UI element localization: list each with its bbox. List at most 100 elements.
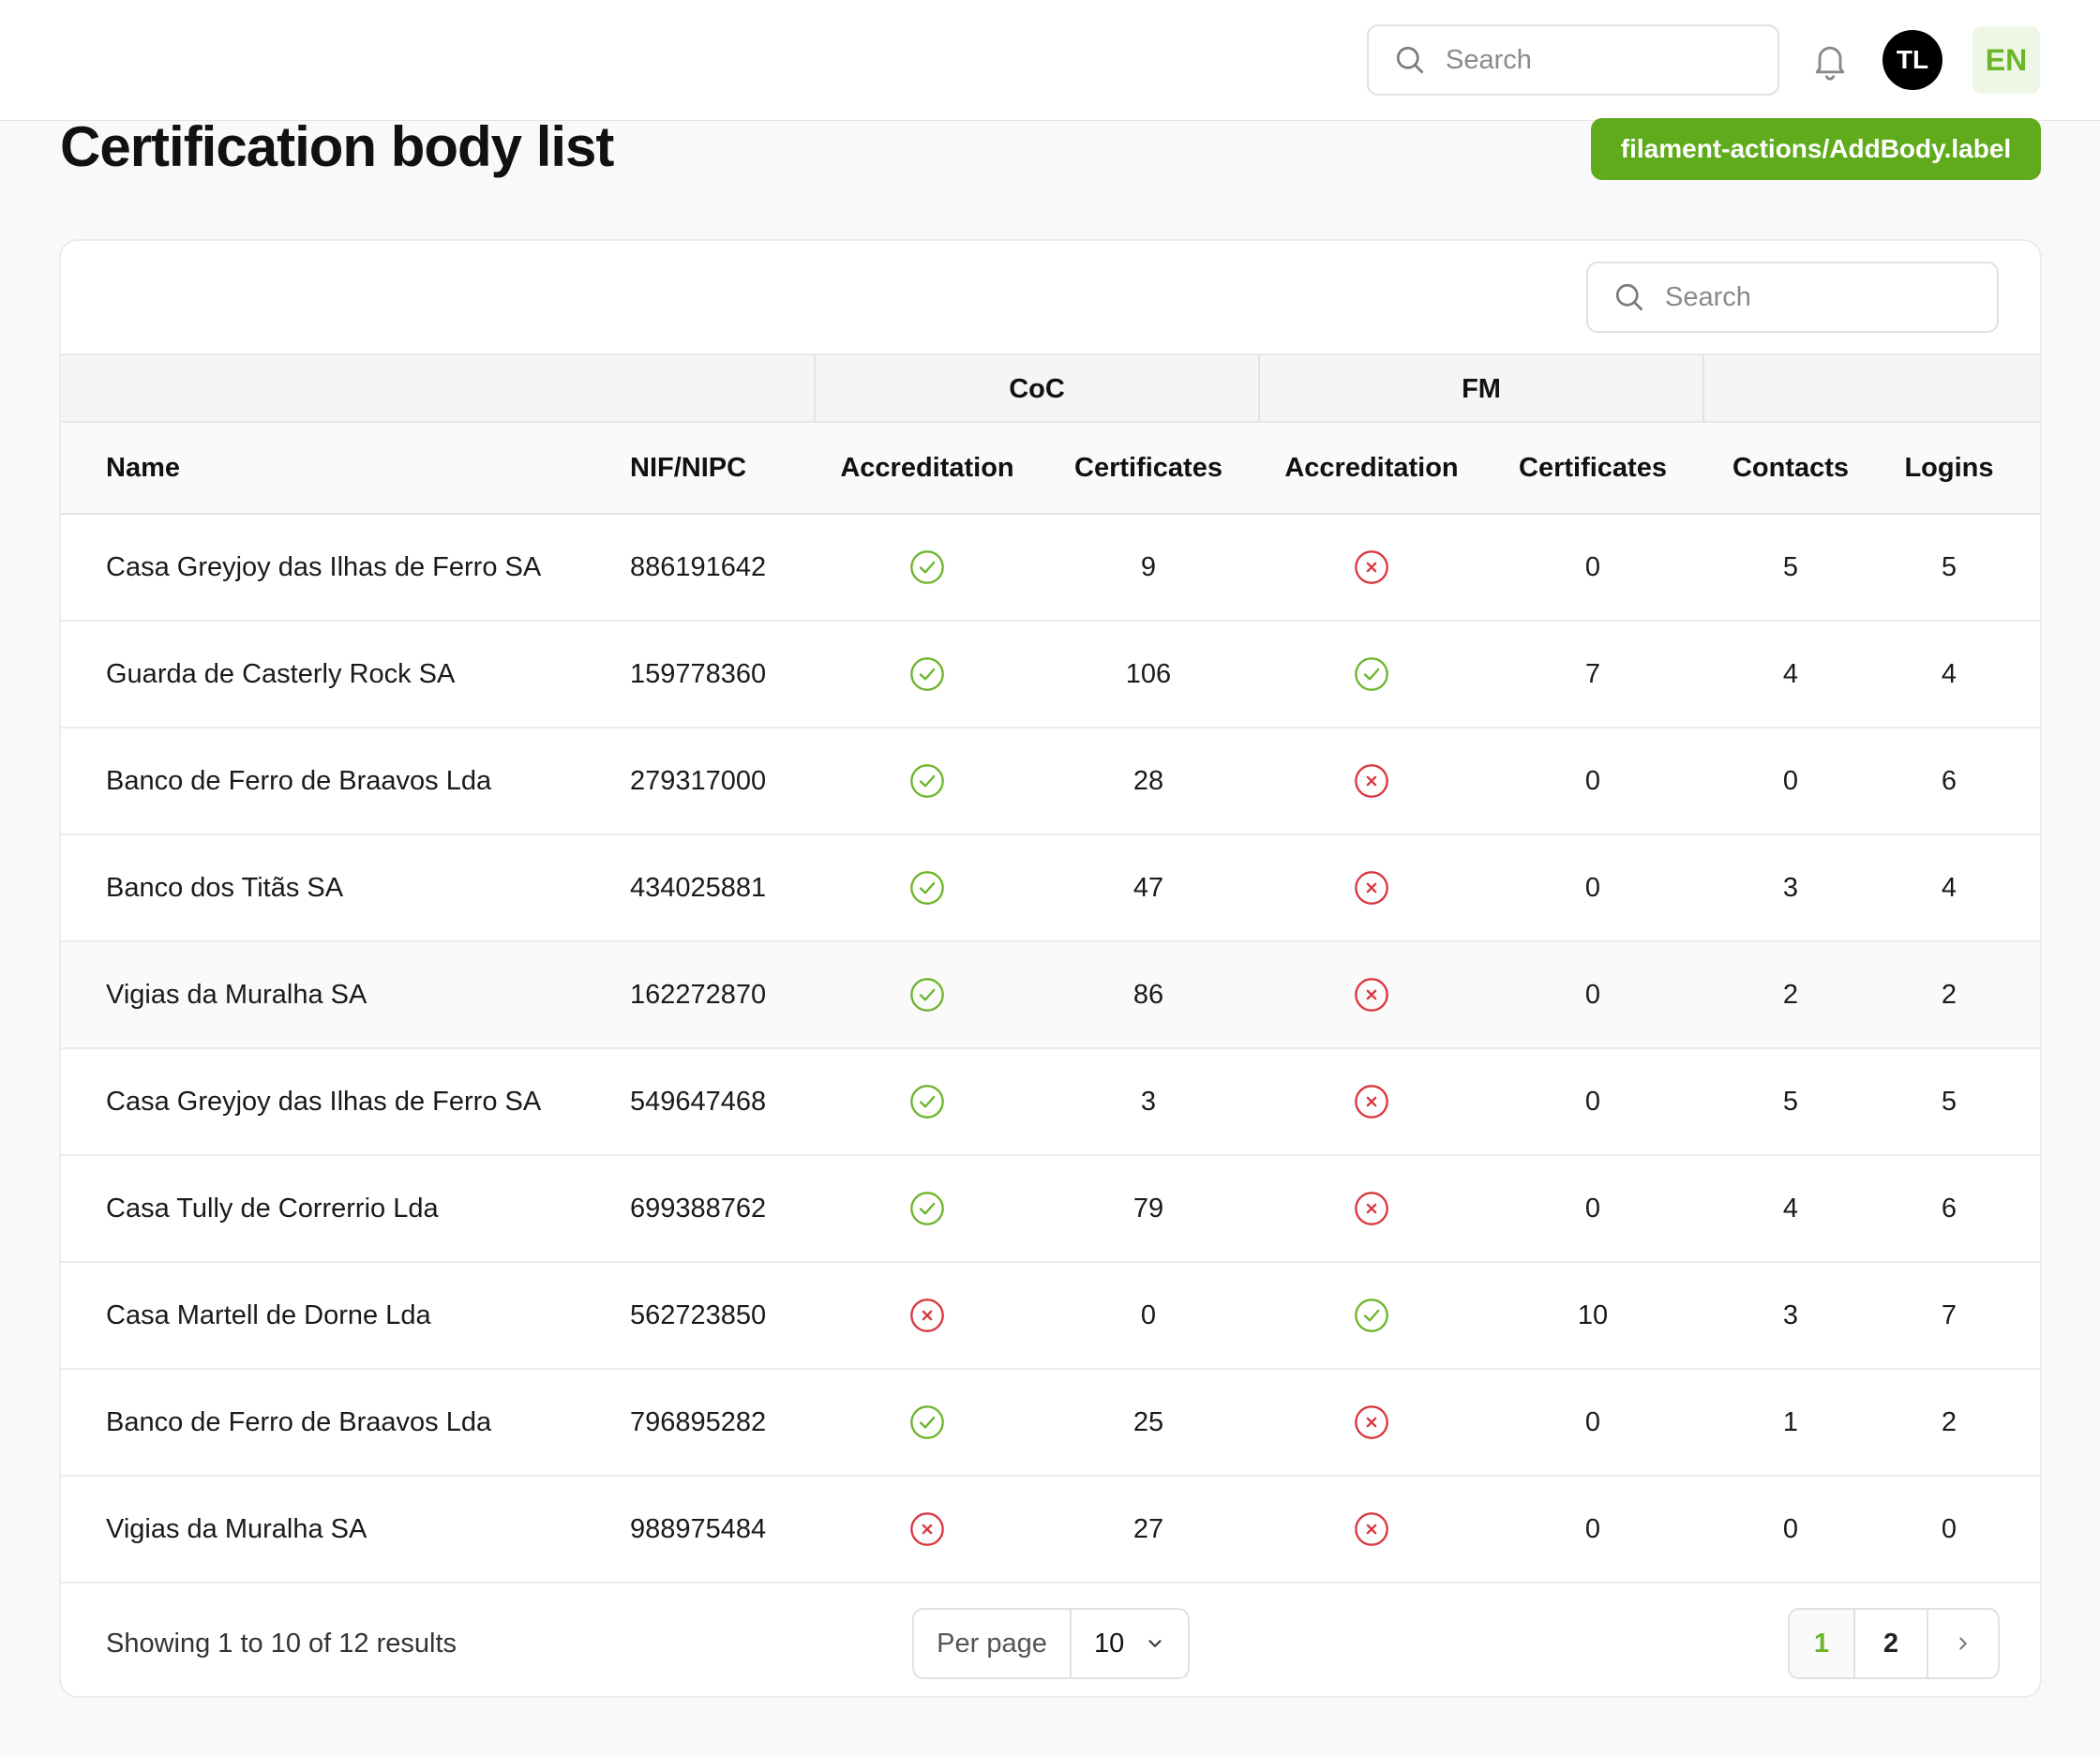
cell-contacts: 1 [1782, 1406, 1799, 1437]
cell-nif: 549647468 [630, 1086, 767, 1117]
table-search[interactable] [1586, 262, 1999, 333]
cell-contacts: 5 [1782, 551, 1799, 582]
cell-coc-acc [816, 1049, 1039, 1154]
cell-coc-cert: 106 [1125, 658, 1172, 689]
cell-coc-acc [816, 1370, 1039, 1475]
cell-coc-cert: 0 [1140, 1299, 1157, 1330]
cell-nif: 562723850 [630, 1299, 767, 1330]
global-search[interactable] [1367, 24, 1779, 96]
per-page-control[interactable]: Per page 10 [912, 1608, 1190, 1679]
table-search-input[interactable] [1665, 281, 1965, 313]
x-circle-icon [1355, 871, 1388, 905]
cell-fm-acc [1260, 622, 1483, 727]
language-switcher[interactable]: EN [1972, 26, 2040, 94]
table-row[interactable]: Casa Greyjoy das Ilhas de Ferro SA 549647… [61, 1049, 2040, 1156]
cell-fm-acc [1260, 1477, 1483, 1582]
cell-fm-cert: 10 [1577, 1299, 1609, 1330]
cell-nif: 988975484 [630, 1513, 767, 1544]
cell-fm-cert: 0 [1584, 1086, 1601, 1117]
per-page-select[interactable]: 10 [1072, 1610, 1188, 1677]
cell-name: Vigias da Muralha SA [106, 979, 368, 1010]
cell-coc-cert: 3 [1140, 1086, 1157, 1117]
add-body-button[interactable]: filament-actions/AddBody.label [1591, 118, 2041, 180]
check-circle-icon [910, 1405, 944, 1439]
cell-contacts: 3 [1782, 1299, 1799, 1330]
cell-contacts: 4 [1782, 1193, 1799, 1224]
cell-fm-cert: 0 [1584, 1193, 1601, 1224]
cell-fm-acc [1260, 1263, 1483, 1368]
column-group-header: CoC FM [61, 353, 2040, 423]
cell-coc-acc [816, 728, 1039, 833]
cell-logins: 6 [1941, 1193, 1958, 1224]
table-row[interactable]: Vigias da Muralha SA 162272870 86 0 2 2 [61, 942, 2040, 1049]
cell-contacts: 2 [1782, 979, 1799, 1010]
group-divider [1702, 355, 1704, 423]
cell-name: Guarda de Casterly Rock SA [106, 658, 456, 689]
check-circle-icon [910, 871, 944, 905]
cell-name: Casa Tully de Correrrio Lda [106, 1193, 439, 1224]
per-page-label: Per page [914, 1610, 1072, 1677]
chevron-down-icon [1148, 1640, 1162, 1647]
column-header-coc-certificates[interactable]: Certificates [1074, 452, 1222, 483]
check-circle-icon [910, 1192, 944, 1225]
table-row[interactable]: Casa Greyjoy das Ilhas de Ferro SA 886191… [61, 515, 2040, 622]
global-search-input[interactable] [1446, 44, 1746, 76]
cell-name: Banco dos Titãs SA [106, 872, 344, 903]
cell-name: Banco de Ferro de Braavos Lda [106, 1406, 492, 1437]
column-header-contacts[interactable]: Contacts [1732, 452, 1850, 483]
cell-coc-acc [816, 1156, 1039, 1261]
column-header-coc-accreditation[interactable]: Accreditation [840, 452, 1014, 483]
cell-name: Banco de Ferro de Braavos Lda [106, 765, 492, 796]
cell-logins: 4 [1941, 872, 1958, 903]
cell-nif: 159778360 [630, 658, 767, 689]
group-divider [814, 355, 816, 423]
cell-contacts: 5 [1782, 1086, 1799, 1117]
cell-coc-cert: 47 [1132, 872, 1164, 903]
cell-fm-acc [1260, 515, 1483, 620]
x-circle-icon [1355, 764, 1388, 798]
cell-coc-acc [816, 622, 1039, 727]
column-header-fm-certificates[interactable]: Certificates [1519, 452, 1667, 483]
table-row[interactable]: Casa Martell de Dorne Lda 562723850 0 10 3 7 [61, 1263, 2040, 1370]
cell-nif: 162272870 [630, 979, 767, 1010]
bell-icon[interactable] [1809, 39, 1851, 81]
column-header-logins[interactable]: Logins [1904, 452, 1994, 483]
cell-fm-cert: 0 [1584, 551, 1601, 582]
cell-fm-acc [1260, 1049, 1483, 1154]
cell-logins: 7 [1941, 1299, 1958, 1330]
cell-fm-acc [1260, 835, 1483, 940]
group-coc: CoC [1009, 373, 1065, 404]
table-row[interactable]: Banco de Ferro de Braavos Lda 796895282 25… [61, 1370, 2040, 1477]
cell-logins: 5 [1941, 1086, 1958, 1117]
cell-coc-acc [816, 515, 1039, 620]
page-1-button[interactable]: 1 [1790, 1610, 1855, 1677]
cell-contacts: 4 [1782, 658, 1799, 689]
column-header-name[interactable]: Name [106, 452, 180, 483]
cell-nif: 279317000 [630, 765, 767, 796]
table-row[interactable]: Vigias da Muralha SA 988975484 27 0 0 0 [61, 1477, 2040, 1584]
table-row[interactable]: Casa Tully de Correrrio Lda 699388762 79 0 4… [61, 1156, 2040, 1263]
column-header-fm-accreditation[interactable]: Accreditation [1284, 452, 1459, 483]
page-2-button[interactable]: 2 [1855, 1610, 1928, 1677]
cell-name: Casa Greyjoy das Ilhas de Ferro SA [106, 551, 542, 582]
next-page-button[interactable] [1928, 1610, 1998, 1677]
column-header-nif[interactable]: NIF/NIPC [630, 452, 747, 483]
user-avatar[interactable]: TL [1882, 30, 1942, 90]
check-circle-icon [910, 978, 944, 1012]
table-row[interactable]: Banco dos Titãs SA 434025881 47 0 3 4 [61, 835, 2040, 942]
cell-coc-acc [816, 835, 1039, 940]
cell-fm-cert: 0 [1584, 1406, 1601, 1437]
cell-logins: 6 [1941, 765, 1958, 796]
check-circle-icon [910, 657, 944, 691]
check-circle-icon [910, 1085, 944, 1119]
group-fm: FM [1462, 373, 1501, 404]
cell-coc-cert: 28 [1132, 765, 1164, 796]
page-title: Certification body list [60, 115, 614, 178]
cell-nif: 796895282 [630, 1406, 767, 1437]
chevron-right-icon [1959, 1637, 1967, 1650]
cell-nif: 886191642 [630, 551, 767, 582]
cell-coc-cert: 27 [1132, 1513, 1164, 1544]
table-row[interactable]: Banco de Ferro de Braavos Lda 279317000 28… [61, 728, 2040, 835]
cell-contacts: 0 [1782, 765, 1799, 796]
table-row[interactable]: Guarda de Casterly Rock SA 159778360 106 7 4… [61, 622, 2040, 728]
